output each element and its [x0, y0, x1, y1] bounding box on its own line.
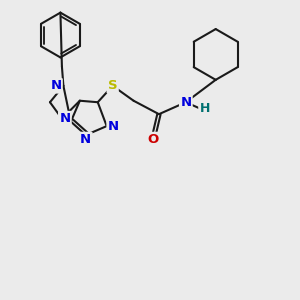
Text: N: N: [108, 120, 119, 133]
Text: S: S: [108, 79, 118, 92]
Text: N: N: [59, 112, 70, 125]
Text: N: N: [50, 79, 62, 92]
Text: N: N: [180, 96, 191, 109]
Text: N: N: [80, 133, 92, 146]
Text: O: O: [147, 133, 159, 146]
Text: H: H: [200, 102, 210, 115]
